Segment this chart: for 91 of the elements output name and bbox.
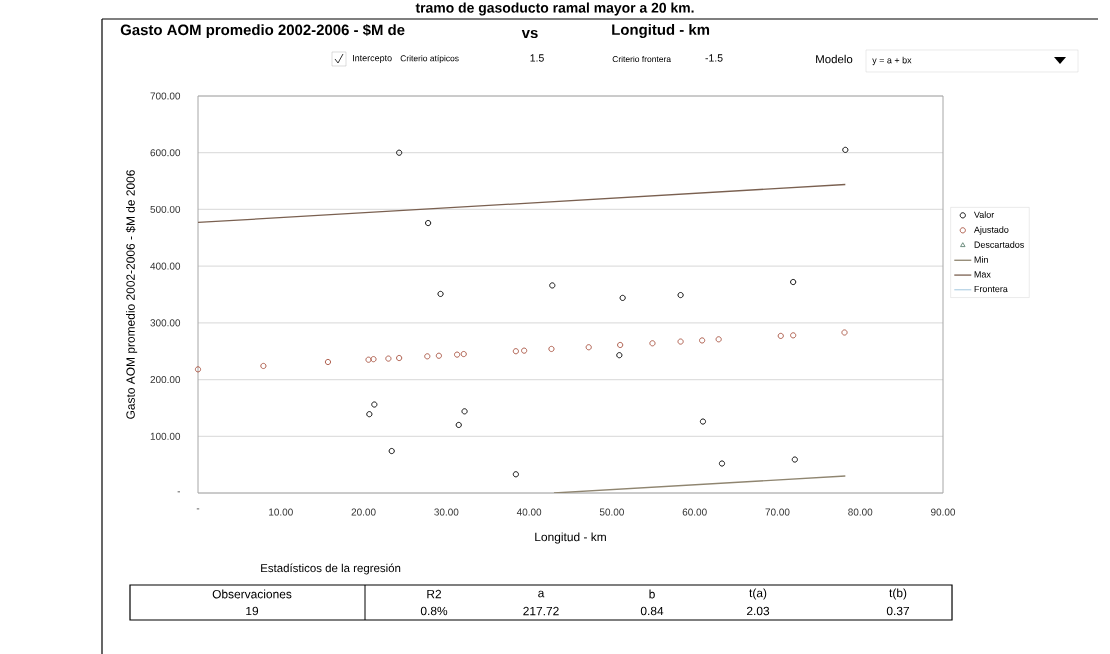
y-tick-label: 400.00 xyxy=(150,262,181,270)
x-tick-label: 10.00 xyxy=(269,508,293,516)
point xyxy=(718,460,726,467)
x-tick-label: - xyxy=(196,508,200,510)
point xyxy=(194,366,202,373)
text: -1.5 xyxy=(705,54,723,62)
point xyxy=(366,411,373,418)
point xyxy=(396,354,403,362)
y-tick-label: 500.00 xyxy=(150,205,181,213)
point xyxy=(790,332,797,339)
point xyxy=(649,340,656,347)
chart-title: tramo de gasoducto ramal mayor a 20 km. xyxy=(415,2,694,16)
text: 2.03 xyxy=(746,606,770,616)
legend-label: Max xyxy=(974,271,991,278)
text: y = a + bx xyxy=(872,56,912,66)
point xyxy=(512,471,519,478)
point xyxy=(260,362,267,370)
x-tick-label: 30.00 xyxy=(434,508,459,516)
point xyxy=(548,345,555,353)
legend-label: Valor xyxy=(973,211,995,218)
point xyxy=(388,447,395,455)
legend-label: Ajustado xyxy=(973,226,1009,235)
y-tick-label: 200.00 xyxy=(150,376,181,384)
point xyxy=(521,347,528,354)
point xyxy=(677,291,684,299)
point xyxy=(699,418,707,425)
point xyxy=(791,456,798,463)
x-tick-label: 60.00 xyxy=(682,508,707,516)
y-axis-title: Gasto AOM promedio 2002-2006 - $M de 2006 xyxy=(125,170,138,419)
text: 217.72 xyxy=(523,606,559,616)
legend-label: Frontera xyxy=(974,285,1008,293)
point xyxy=(549,282,556,289)
text: Observaciones xyxy=(212,589,292,599)
point xyxy=(841,329,848,336)
point xyxy=(424,353,431,360)
x-tick-label: 20.00 xyxy=(351,508,376,516)
point xyxy=(617,341,624,349)
point xyxy=(396,149,403,156)
x-tick-label: 70.00 xyxy=(765,508,790,516)
text: 0.37 xyxy=(886,606,910,616)
point xyxy=(461,408,468,415)
point xyxy=(699,337,706,344)
point xyxy=(385,355,392,362)
point xyxy=(435,352,442,359)
text: Intercepto xyxy=(353,54,392,64)
point xyxy=(790,278,797,286)
x-tick-label: 40.00 xyxy=(516,508,542,516)
point xyxy=(455,421,462,429)
text: Criterio frontera xyxy=(612,55,672,63)
point xyxy=(425,219,432,227)
y-tick-label: 700.00 xyxy=(150,92,181,100)
point xyxy=(777,332,784,339)
text: vs xyxy=(521,29,538,39)
text: 19 xyxy=(246,606,259,616)
point xyxy=(365,356,372,363)
point xyxy=(616,352,623,359)
point xyxy=(371,401,378,408)
point xyxy=(437,290,444,298)
y-tick-label: - xyxy=(177,491,181,493)
point xyxy=(715,336,722,343)
y-tick-label: 600.00 xyxy=(150,149,181,157)
point xyxy=(324,358,332,366)
text: Modelo xyxy=(816,54,853,64)
text: b xyxy=(649,589,655,599)
y-tick-label: 300.00 xyxy=(150,319,181,327)
legend-label: Descartados xyxy=(974,241,1024,248)
text: a xyxy=(538,590,545,598)
text: 0.84 xyxy=(640,606,664,616)
point xyxy=(512,348,519,355)
text: R2 xyxy=(427,589,442,599)
x-tick-label: 90.00 xyxy=(931,508,956,516)
text: t(b) xyxy=(889,588,907,600)
point xyxy=(460,350,467,358)
text: Longitud - km xyxy=(612,23,710,38)
text: Estadísticos de la regresión xyxy=(261,563,401,575)
text: 0.8% xyxy=(420,606,448,616)
x-axis-title: Longitud - km xyxy=(535,532,606,544)
text: 1.5 xyxy=(530,54,544,62)
text: t(a) xyxy=(749,588,767,600)
point xyxy=(842,146,849,153)
legend-label: Min xyxy=(974,256,988,263)
x-tick-label: 50.00 xyxy=(599,508,624,516)
point xyxy=(585,344,592,351)
y-tick-label: 100.00 xyxy=(150,432,181,440)
point xyxy=(677,338,684,345)
text: Gasto AOM promedio 2002-2006 - $M de xyxy=(120,23,405,39)
point xyxy=(619,294,626,301)
x-tick-label: 80.00 xyxy=(848,508,873,516)
point xyxy=(370,356,377,363)
text: Criterio atípicos xyxy=(400,55,459,63)
point xyxy=(454,351,461,358)
